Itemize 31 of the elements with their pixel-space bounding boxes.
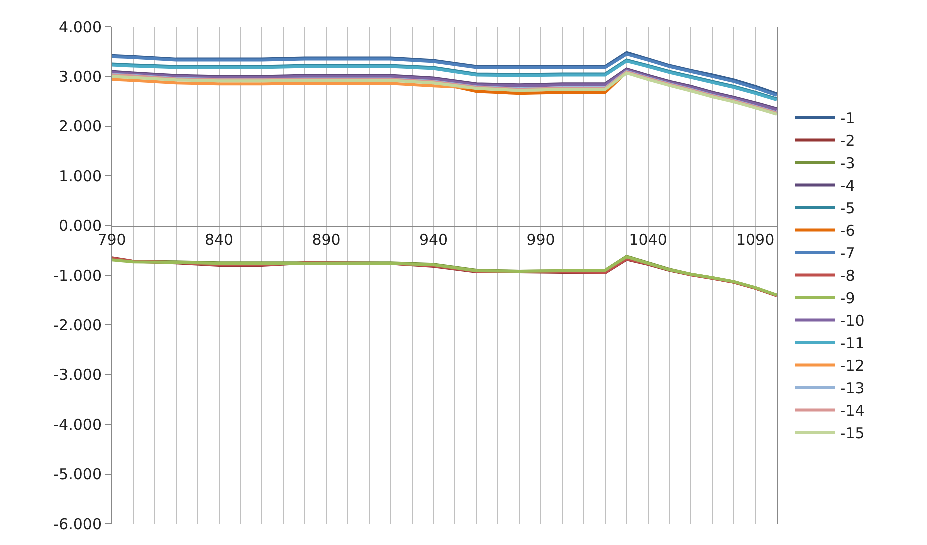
y-tick-label: -1.000 bbox=[54, 266, 102, 285]
legend-label: -8 bbox=[840, 267, 856, 286]
legend-label: -10 bbox=[840, 312, 865, 330]
legend-label: -12 bbox=[840, 357, 865, 376]
x-tick-label: 1040 bbox=[629, 230, 668, 249]
x-tick-label: 840 bbox=[204, 230, 234, 249]
legend-label: -14 bbox=[840, 402, 865, 420]
x-tick-label: 990 bbox=[526, 230, 556, 249]
y-tick-label: 3.000 bbox=[59, 68, 102, 86]
y-tick-label: 2.000 bbox=[59, 118, 102, 136]
x-tick-label: 890 bbox=[312, 230, 341, 249]
legend-label: -4 bbox=[840, 177, 856, 196]
legend-label: -9 bbox=[840, 290, 856, 308]
x-tick-label: 1090 bbox=[736, 230, 775, 249]
legend-label: -11 bbox=[840, 334, 865, 353]
y-tick-label: -4.000 bbox=[54, 416, 102, 434]
y-tick-label: -5.000 bbox=[54, 466, 102, 484]
y-tick-label: -6.000 bbox=[54, 515, 102, 534]
legend-label: -13 bbox=[840, 380, 865, 398]
x-tick-label: 940 bbox=[419, 230, 448, 249]
y-tick-label: -3.000 bbox=[54, 366, 102, 384]
legend-label: -3 bbox=[840, 154, 856, 173]
y-tick-label: 1.000 bbox=[59, 167, 102, 186]
legend-label: -2 bbox=[840, 132, 856, 150]
legend-label: -5 bbox=[840, 200, 856, 218]
y-tick-label: 4.000 bbox=[59, 18, 102, 36]
legend-label: -1 bbox=[840, 110, 856, 128]
legend-label: -7 bbox=[840, 244, 856, 263]
legend-label: -6 bbox=[840, 222, 856, 240]
legend-label: -15 bbox=[840, 424, 865, 443]
y-tick-label: -2.000 bbox=[54, 316, 102, 334]
